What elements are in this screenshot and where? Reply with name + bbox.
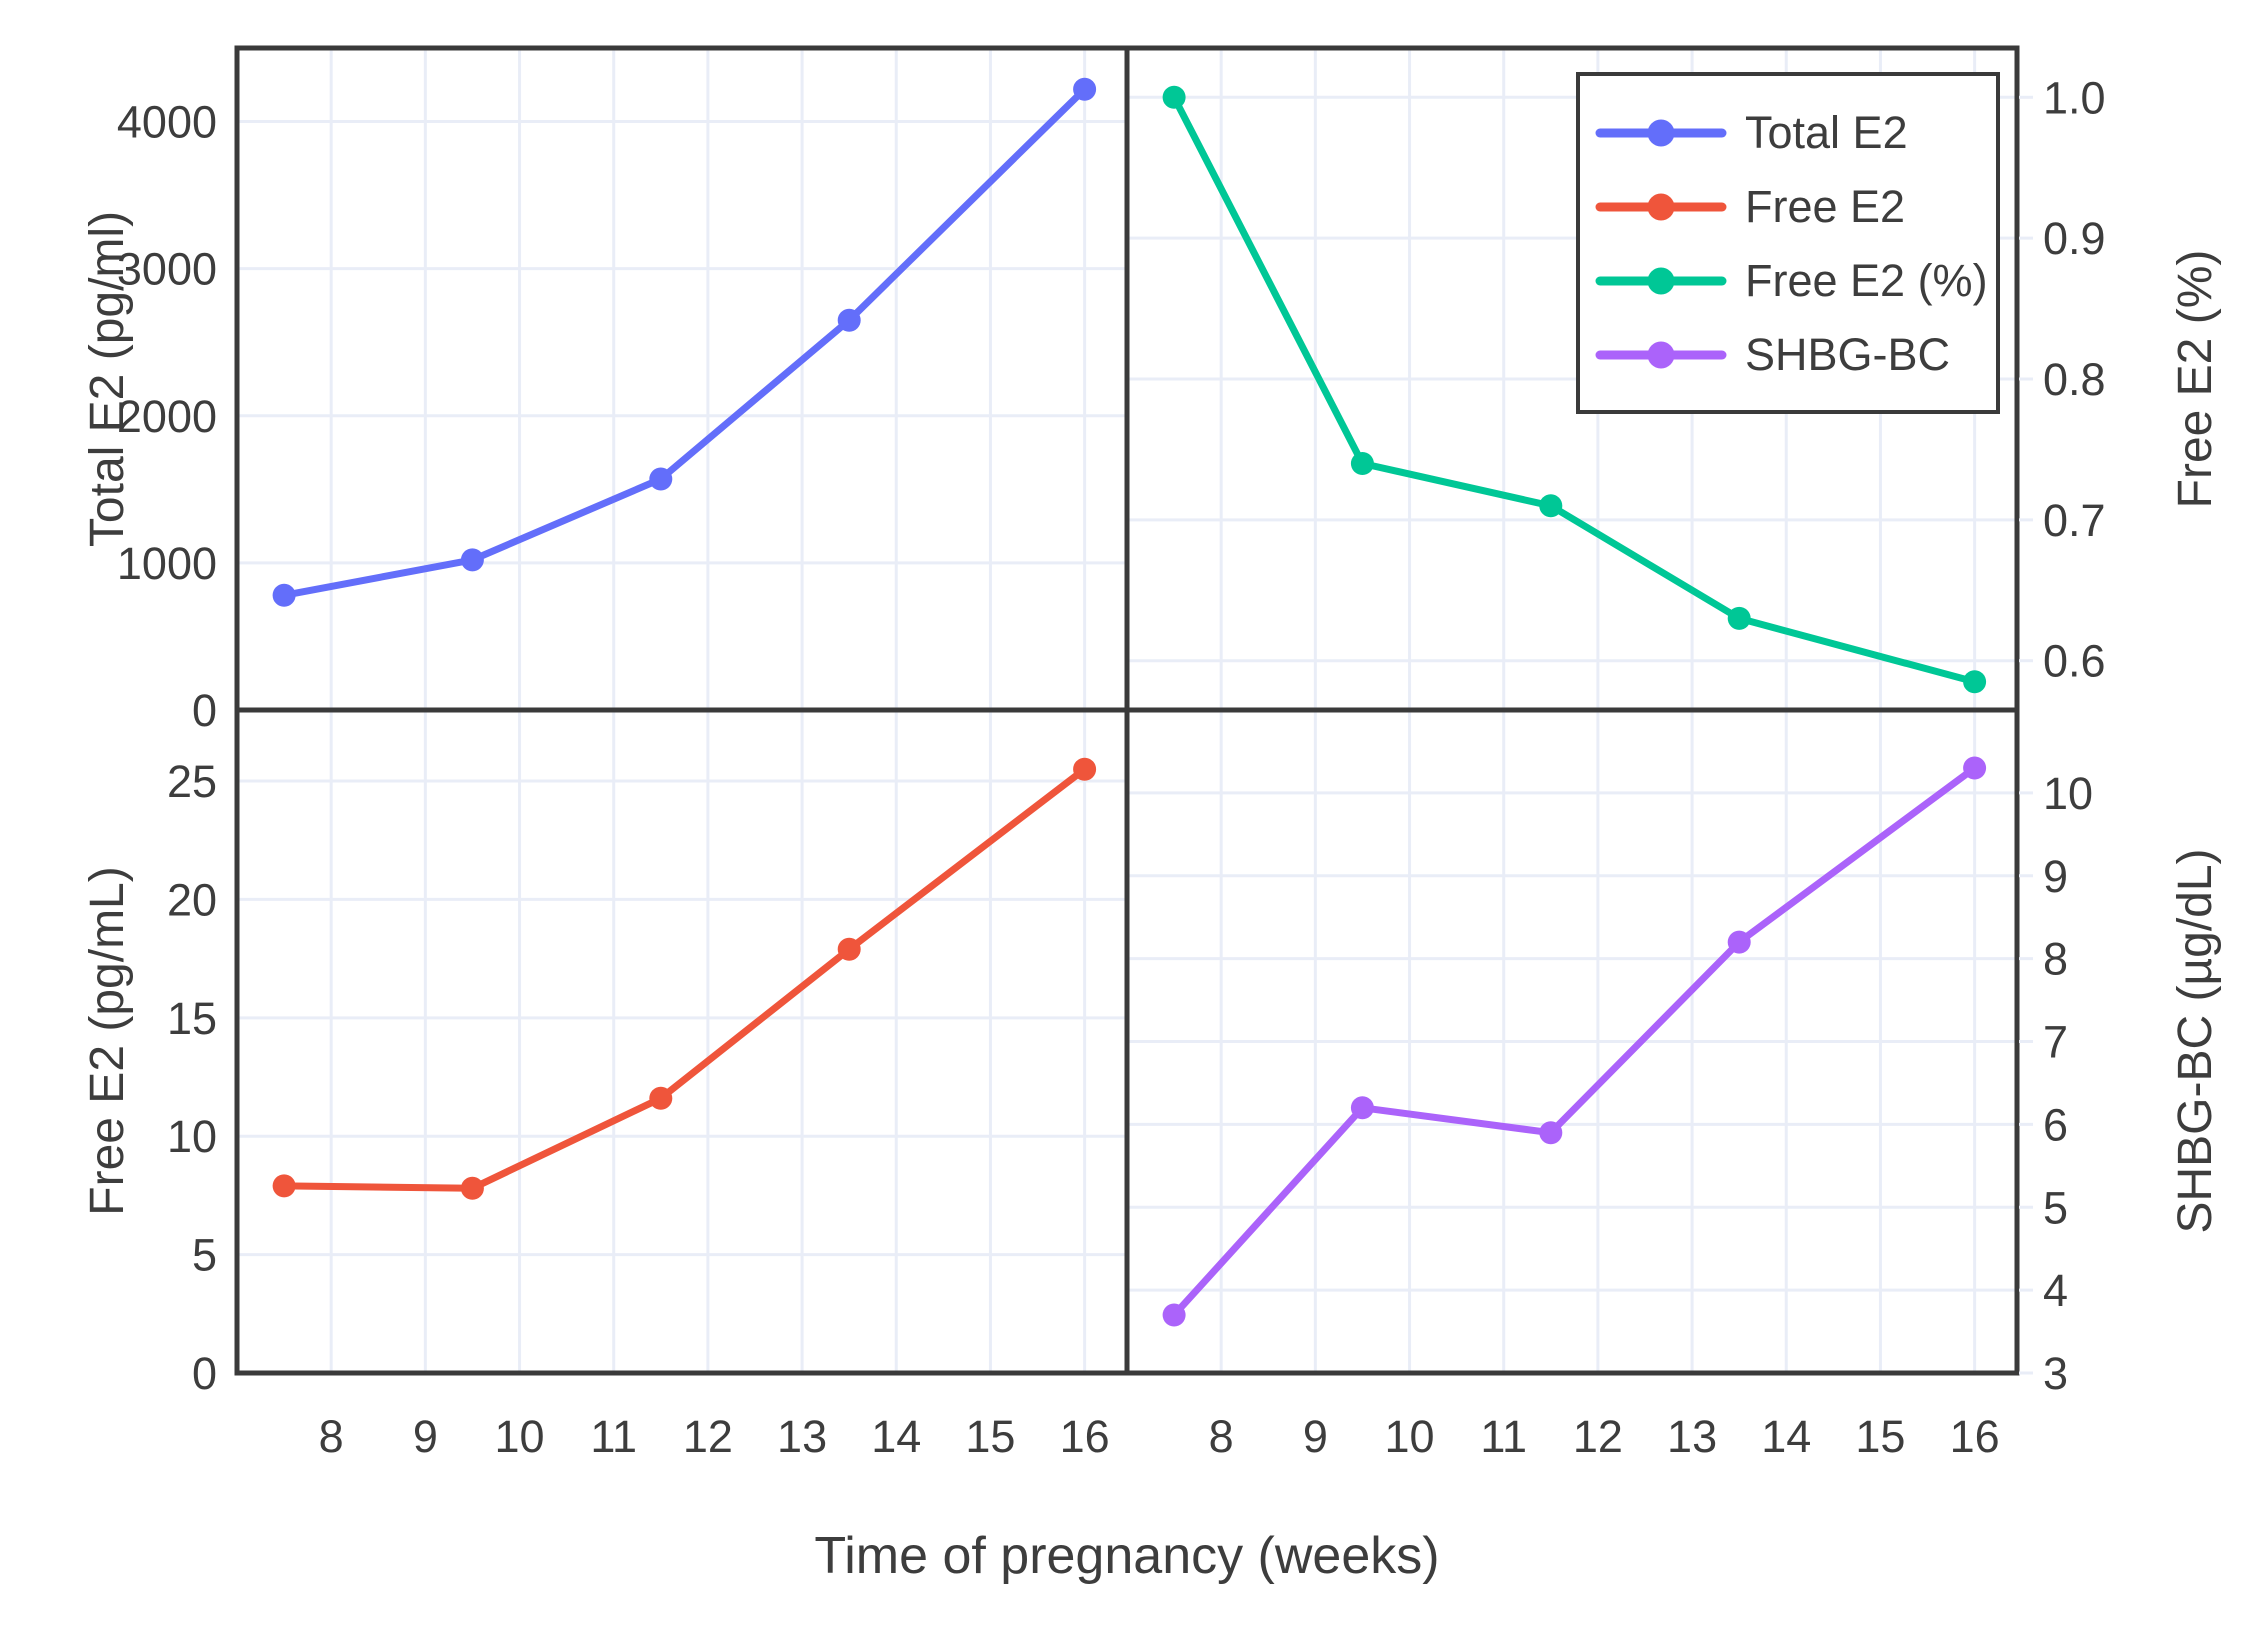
x-tick-label: 12 (1573, 1411, 1623, 1462)
x-tick-label: 9 (413, 1411, 438, 1462)
legend-item-free-e2-pct: Free E2 (%) (1595, 255, 1988, 306)
x-tick-label: 14 (871, 1411, 921, 1462)
x-tick-label: 11 (1480, 1411, 1527, 1462)
legend-item-free-e2: Free E2 (1595, 181, 1905, 232)
y-tick-label: 10 (167, 1111, 217, 1162)
y-tick-label: 10 (2043, 768, 2093, 819)
y-tick-label: 4 (2043, 1265, 2068, 1316)
data-point-shbg-bc-4 (1963, 756, 1987, 780)
legend-marker-icon (1647, 341, 1675, 369)
legend-marker-icon (1647, 267, 1675, 295)
subplot-total-e2: 0 1000 2000 3000 4000 (117, 45, 1130, 736)
data-point-free-e2-2 (649, 1086, 673, 1110)
data-point-free-e2-pct-4 (1963, 670, 1987, 694)
data-point-total-e2-1 (460, 548, 484, 572)
x-tick-label: 8 (1209, 1411, 1234, 1462)
legend-label: SHBG-BC (1745, 329, 1950, 380)
x-tick-label: 13 (1667, 1411, 1717, 1462)
y-axis-title-shbg-bc: SHBG-BC (µg/dL) (2169, 848, 2222, 1233)
legend-label: Free E2 (%) (1745, 255, 1988, 306)
x-tick-label: 10 (495, 1411, 545, 1462)
legend-marker-icon (1647, 193, 1675, 221)
y-tick-label: 0 (192, 1348, 217, 1399)
y-tick-label: 0.9 (2043, 213, 2106, 264)
legend: Total E2 Free E2 Free E2 (%) SHBG-BC (1576, 72, 2000, 414)
y-tick-label: 20 (167, 874, 217, 925)
y-tick-label: 2000 (117, 391, 217, 442)
y-tick-label: 5 (192, 1230, 217, 1281)
y-tick-label: 7 (2043, 1017, 2068, 1068)
y-axis-title-total-e2: Total E2 (pg/ml) (81, 211, 134, 547)
y-tick-label: 3000 (117, 244, 217, 295)
data-point-free-e2-pct-2 (1539, 494, 1563, 518)
x-tick-label: 12 (683, 1411, 733, 1462)
data-point-shbg-bc-2 (1539, 1121, 1563, 1145)
y-tick-label: 4000 (117, 97, 217, 148)
y-tick-label: 0 (192, 685, 217, 736)
y-tick-label: 9 (2043, 851, 2068, 902)
x-tick-label: 15 (1855, 1411, 1905, 1462)
y-tick-label: 25 (167, 756, 217, 807)
y-tick-label: 0.8 (2043, 354, 2106, 405)
subplot-shbg-bc: 3 4 5 6 7 8 9 10 8 9 10 11 12 13 14 15 16 (1124, 707, 2093, 1462)
x-tick-label: 16 (1060, 1411, 1110, 1462)
y-axis-title-free-e2: Free E2 (pg/mL) (81, 866, 134, 1215)
plot-frame (1124, 707, 2020, 1376)
data-point-free-e2-3 (837, 937, 861, 961)
data-point-free-e2-pct-3 (1727, 606, 1751, 630)
plot-background (237, 710, 1127, 1373)
y-tick-label: 0.6 (2043, 636, 2106, 687)
data-point-total-e2-0 (272, 583, 296, 607)
data-point-shbg-bc-0 (1162, 1303, 1186, 1327)
legend-item-total-e2: Total E2 (1595, 107, 1908, 158)
y-tick-label: 8 (2043, 934, 2068, 985)
x-tick-label: 15 (965, 1411, 1015, 1462)
data-point-shbg-bc-1 (1350, 1096, 1374, 1120)
y-tick-label: 5 (2043, 1182, 2068, 1233)
y-tick-label: 6 (2043, 1099, 2068, 1150)
y-tick-label: 3 (2043, 1348, 2068, 1399)
legend-item-shbg-bc: SHBG-BC (1595, 329, 1950, 380)
x-tick-label: 11 (590, 1411, 637, 1462)
data-point-free-e2-pct-0 (1162, 85, 1186, 109)
x-tick-label: 10 (1385, 1411, 1435, 1462)
legend-marker-icon (1647, 119, 1675, 147)
y-axis-title-free-e2-pct: Free E2 (%) (2169, 250, 2222, 509)
data-point-total-e2-4 (1073, 77, 1097, 101)
y-tick-label: 15 (167, 993, 217, 1044)
legend-label: Free E2 (1745, 181, 1905, 232)
legend-label: Total E2 (1745, 107, 1908, 158)
subplot-free-e2: 0 5 10 15 20 25 8 9 10 11 12 13 14 15 16 (167, 707, 1130, 1462)
data-point-free-e2-0 (272, 1174, 296, 1198)
x-tick-label: 9 (1303, 1411, 1328, 1462)
data-point-total-e2-2 (649, 467, 673, 491)
x-tick-label: 13 (777, 1411, 827, 1462)
data-point-free-e2-4 (1073, 757, 1097, 781)
x-tick-label: 14 (1761, 1411, 1811, 1462)
plot-background (237, 48, 1127, 710)
data-point-total-e2-3 (837, 308, 861, 332)
data-point-shbg-bc-3 (1727, 930, 1751, 954)
y-tick-label: 1000 (117, 538, 217, 589)
y-tick-label: 0.7 (2043, 495, 2106, 546)
x-tick-label: 8 (319, 1411, 344, 1462)
data-point-free-e2-pct-1 (1350, 452, 1374, 475)
x-tick-label: 16 (1950, 1411, 2000, 1462)
y-tick-label: 1.0 (2043, 72, 2106, 123)
x-axis-title: Time of pregnancy (weeks) (814, 1527, 1439, 1585)
data-point-free-e2-1 (460, 1176, 484, 1200)
